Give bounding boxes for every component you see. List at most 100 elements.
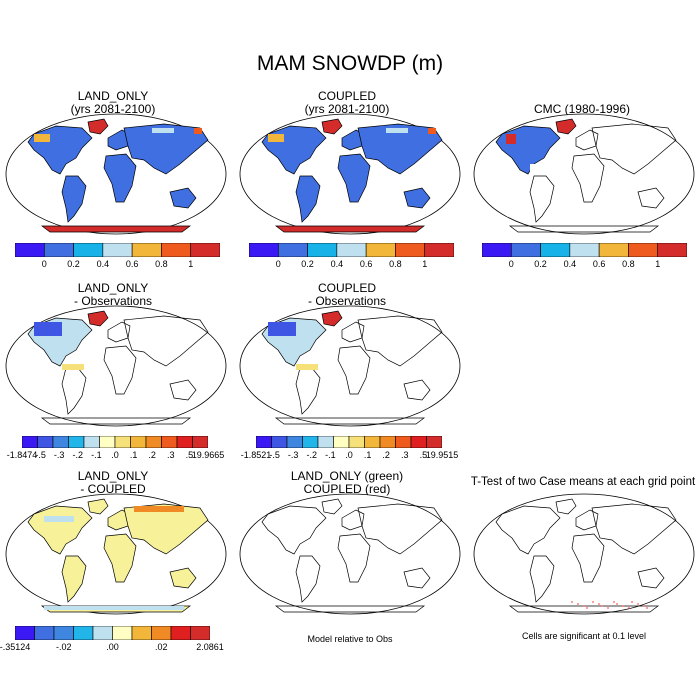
significant-cell <box>628 607 630 609</box>
panel-title-line1: COUPLED <box>317 89 376 103</box>
continent-africa <box>571 153 605 203</box>
colorbar-tick-label: -.1 <box>325 450 336 460</box>
colorbar-swatch <box>176 436 193 448</box>
diff-band-antarctica <box>44 606 184 610</box>
continent-australia <box>403 567 431 589</box>
continent-samerica <box>295 367 321 415</box>
snow-hotspot-alaska <box>34 134 50 142</box>
colorbar-swatch <box>395 243 426 257</box>
colorbar-tick-label: .2 <box>382 450 390 460</box>
colorbar-tick-label: -.02 <box>55 642 72 652</box>
continent-antarctica <box>508 225 660 233</box>
panel-title-ttest: T-Test of two Case means at each grid po… <box>458 476 700 489</box>
significant-cell <box>613 601 615 603</box>
diff-band-canada <box>44 516 74 522</box>
colorbar-coupled <box>249 243 454 257</box>
colorbar-swatch <box>426 436 442 448</box>
continent-greenland <box>321 310 343 327</box>
globe-outline <box>239 493 461 615</box>
panel-title-line2: COUPLED (red) <box>303 482 391 496</box>
continent-africa <box>337 153 371 203</box>
continent-samerica <box>61 555 87 603</box>
colorbar-swatch <box>192 436 208 448</box>
continent-samerica <box>61 367 87 415</box>
surplus-band-gulf <box>296 364 318 370</box>
colorbar-tick-label: -.5 <box>35 450 46 460</box>
colorbar-swatch <box>628 243 659 257</box>
continent-asia <box>123 315 209 367</box>
continent-africa <box>571 533 605 583</box>
continent-africa <box>103 345 137 395</box>
continent-australia <box>637 567 665 589</box>
snow-band-siberia <box>152 128 174 133</box>
colorbar-tick-label: .02 <box>154 642 168 652</box>
panel-title-land-only-obs: LAND_ONLY - Observations <box>0 282 233 308</box>
continent-africa <box>103 153 137 203</box>
continent-australia <box>637 187 665 209</box>
colorbar-tick-label: 19.9665 <box>191 450 225 460</box>
significant-cell <box>643 605 645 607</box>
panel-title-line2: (yrs 2081-2100) <box>304 102 390 116</box>
colorbar-swatch <box>114 436 131 448</box>
colorbar-swatch <box>131 626 152 640</box>
colorbar-swatch <box>271 436 288 448</box>
continent-africa <box>337 533 371 583</box>
continent-namerica <box>495 505 561 555</box>
significant-cell <box>586 607 588 609</box>
colorbar-tick-label: 0.2 <box>67 259 80 269</box>
panel-title-land-only: LAND_ONLY (yrs 2081-2100) <box>0 90 233 116</box>
panel-title-line2: (yrs 2081-2100) <box>70 102 156 116</box>
continent-samerica <box>295 555 321 603</box>
colorbar-swatch <box>43 243 74 257</box>
colorbar-swatch <box>277 243 308 257</box>
colorbar-swatch <box>256 436 272 448</box>
no-snow-south-us <box>530 164 538 172</box>
deficit-region-canada <box>268 322 296 336</box>
colorbar-tick-label: 2.0861 <box>196 642 224 652</box>
continent-africa <box>337 345 371 395</box>
colorbar-swatch <box>83 436 100 448</box>
colorbar-swatch <box>161 243 192 257</box>
significant-cell <box>646 607 648 609</box>
diff-band-siberia <box>134 506 184 512</box>
map-coupled <box>239 113 461 235</box>
continent-greenland <box>555 118 577 135</box>
colorbar-swatch <box>53 626 74 640</box>
panel-title-line1: LAND_ONLY <box>77 281 149 295</box>
significant-cell <box>577 603 579 605</box>
continent-australia <box>169 379 197 401</box>
colorbar-tick-label: 0 <box>275 259 281 269</box>
colorbar-tick-label: -.5 <box>269 450 280 460</box>
colorbar-swatch <box>170 626 191 640</box>
colorbar-land-only-obs <box>22 436 208 448</box>
panel-title-line1: LAND_ONLY <box>77 469 149 483</box>
colorbar-swatch <box>598 243 629 257</box>
significant-cell <box>592 601 594 603</box>
colorbar-tick-label: 0.4 <box>330 259 344 269</box>
colorbar-tick-label: .3 <box>401 450 409 460</box>
continent-asia <box>357 123 443 175</box>
continent-antarctica <box>508 605 660 613</box>
continent-antarctica <box>274 417 426 425</box>
map-coupled-minus-obs <box>239 305 461 427</box>
panel-title-coupled-obs: COUPLED - Observations <box>227 282 467 308</box>
colorbar-tick-label: .0 <box>345 450 353 460</box>
colorbar-tick-label: .3 <box>167 450 175 460</box>
colorbar-swatch <box>379 436 396 448</box>
colorbar-swatch <box>249 243 279 257</box>
deficit-region-canada <box>34 322 62 336</box>
significant-cell <box>631 601 633 603</box>
colorbar-tick-label: -.3 <box>53 450 65 460</box>
colorbar-tick-label: 0.4 <box>563 259 577 269</box>
colorbar-swatch <box>302 436 319 448</box>
colorbar-swatch <box>657 243 687 257</box>
colorbar-swatch <box>364 436 381 448</box>
colorbar-swatch <box>317 436 334 448</box>
panel-title-line1: CMC (1980-1996) <box>533 102 631 116</box>
snow-hotspot-alaska <box>268 134 284 142</box>
colorbar-tick-label: 0 <box>508 259 514 269</box>
continent-australia <box>403 187 431 209</box>
colorbar-swatch <box>68 436 85 448</box>
colorbar-tick-label: .1 <box>129 450 138 460</box>
colorbar-tick-label: 0.6 <box>359 259 373 269</box>
